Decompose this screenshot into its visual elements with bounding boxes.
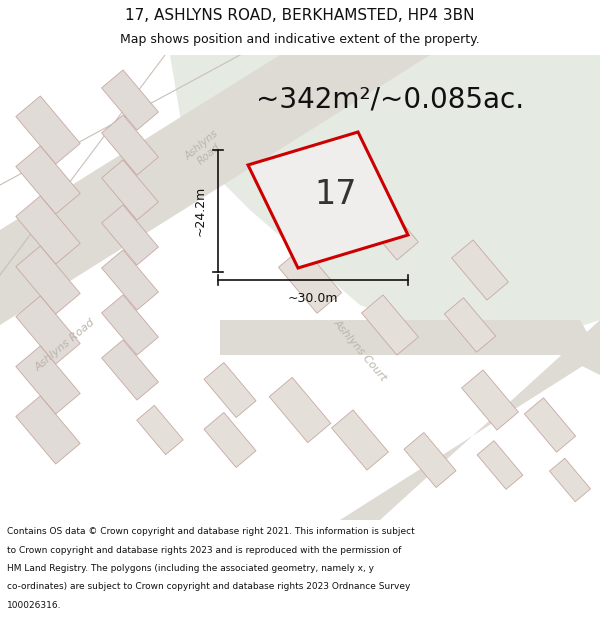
Polygon shape [101, 340, 158, 400]
Polygon shape [256, 154, 324, 226]
Polygon shape [101, 250, 158, 310]
Text: Map shows position and indicative extent of the property.: Map shows position and indicative extent… [120, 33, 480, 46]
Polygon shape [362, 295, 418, 355]
Polygon shape [269, 378, 331, 442]
Polygon shape [362, 200, 418, 260]
Polygon shape [101, 70, 158, 130]
Polygon shape [16, 96, 80, 164]
Text: 17: 17 [315, 179, 357, 211]
Text: Contains OS data © Crown copyright and database right 2021. This information is : Contains OS data © Crown copyright and d… [7, 528, 415, 536]
Text: ~342m²/~0.085ac.: ~342m²/~0.085ac. [256, 86, 524, 114]
Polygon shape [137, 406, 183, 454]
Polygon shape [477, 441, 523, 489]
Polygon shape [204, 412, 256, 468]
Polygon shape [101, 115, 158, 175]
Polygon shape [101, 205, 158, 265]
Polygon shape [461, 370, 518, 430]
Polygon shape [445, 298, 496, 352]
Text: ~24.2m: ~24.2m [193, 186, 206, 236]
Polygon shape [101, 160, 158, 220]
Polygon shape [16, 196, 80, 264]
Polygon shape [550, 458, 590, 502]
Polygon shape [452, 240, 508, 300]
Text: Ashlyns Court: Ashlyns Court [331, 318, 389, 382]
Polygon shape [332, 410, 388, 470]
Polygon shape [0, 55, 430, 325]
Polygon shape [524, 398, 575, 452]
Polygon shape [170, 55, 600, 355]
Polygon shape [16, 346, 80, 414]
Text: Ashlyns
Road: Ashlyns Road [182, 129, 227, 171]
Polygon shape [101, 295, 158, 355]
Polygon shape [248, 132, 408, 268]
Polygon shape [220, 320, 600, 375]
Polygon shape [16, 296, 80, 364]
Text: ~30.0m: ~30.0m [288, 291, 338, 304]
Text: HM Land Registry. The polygons (including the associated geometry, namely x, y: HM Land Registry. The polygons (includin… [7, 564, 374, 573]
Polygon shape [16, 246, 80, 314]
Text: 100026316.: 100026316. [7, 601, 62, 610]
Polygon shape [204, 362, 256, 418]
Text: to Crown copyright and database rights 2023 and is reproduced with the permissio: to Crown copyright and database rights 2… [7, 546, 401, 555]
Polygon shape [16, 396, 80, 464]
Text: Ashlyns Road: Ashlyns Road [33, 317, 97, 373]
Polygon shape [185, 320, 600, 520]
Polygon shape [278, 247, 341, 313]
Polygon shape [404, 432, 456, 488]
Text: co-ordinates) are subject to Crown copyright and database rights 2023 Ordnance S: co-ordinates) are subject to Crown copyr… [7, 582, 410, 591]
Text: 17, ASHLYNS ROAD, BERKHAMSTED, HP4 3BN: 17, ASHLYNS ROAD, BERKHAMSTED, HP4 3BN [125, 8, 475, 23]
Polygon shape [16, 146, 80, 214]
